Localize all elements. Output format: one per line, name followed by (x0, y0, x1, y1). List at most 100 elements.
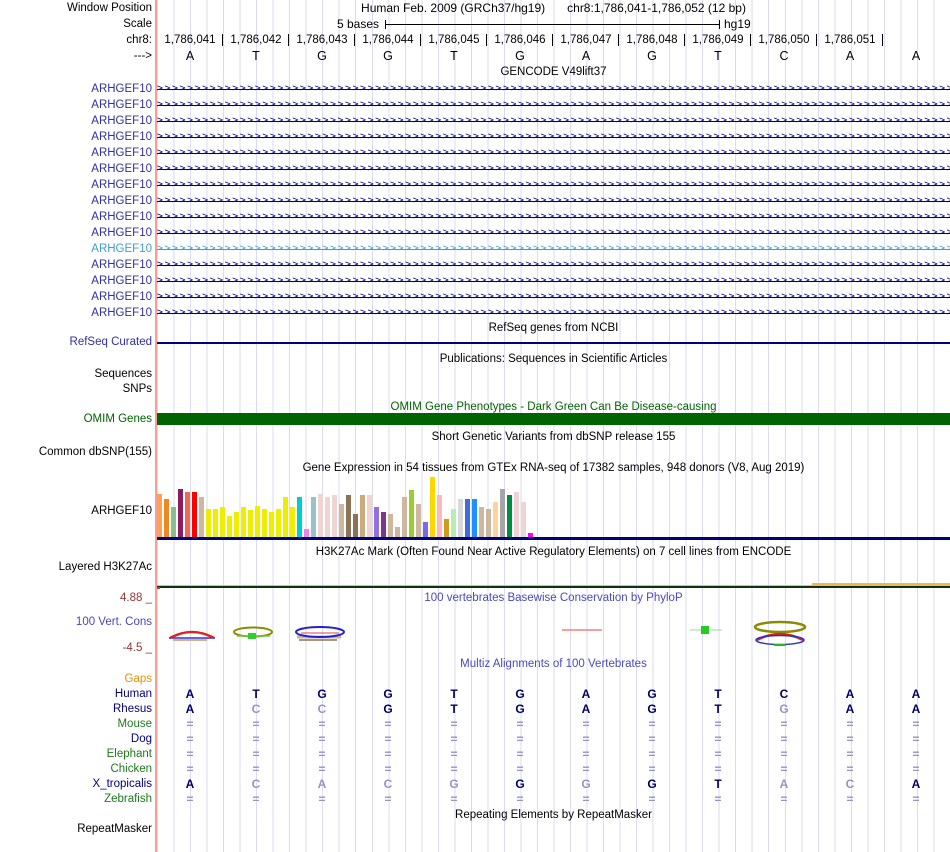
gencode-transcript-row[interactable]: ARHGEF10 >>>>>>>>>>>>>>>>>>>>>>>>>>>>>>>>… (0, 81, 950, 97)
gencode-transcript-row[interactable]: ARHGEF10 >>>>>>>>>>>>>>>>>>>>>>>>>>>>>>>>… (0, 225, 950, 241)
gtex-section-title[interactable]: Gene Expression in 54 tissues from GTEx … (302, 462, 805, 474)
gencode-transcript-row[interactable]: ARHGEF10 >>>>>>>>>>>>>>>>>>>>>>>>>>>>>>>>… (0, 129, 950, 145)
gtex-tissue-bar (318, 494, 323, 537)
snps-track-label[interactable]: SNPs (122, 383, 152, 395)
phylop-wiggle[interactable] (157, 613, 950, 655)
alignment-base: A (581, 702, 591, 716)
layered-h3k27ac-label[interactable]: Layered H3K27Ac (58, 561, 152, 573)
species-label-zebrafish[interactable]: Zebrafish (104, 793, 152, 805)
species-label-x_tropicalis[interactable]: X_tropicalis (92, 778, 152, 790)
species-label-human[interactable]: Human (114, 688, 152, 700)
refseq-curated-label[interactable]: RefSeq Curated (69, 336, 152, 348)
alignment-base: = (516, 747, 524, 761)
alignment-row-chicken[interactable]: = = = = = = = = = = = = (157, 762, 950, 777)
gtex-tissue-bar (493, 502, 498, 537)
transcript-label[interactable]: ARHGEF10 (91, 211, 152, 223)
transcript-label[interactable]: ARHGEF10 (91, 83, 152, 95)
refseq-section-title[interactable]: RefSeq genes from NCBI (488, 322, 619, 334)
scale-value: 5 bases (336, 17, 379, 31)
species-label-chicken[interactable]: Chicken (110, 763, 152, 775)
omim-gene-bar[interactable] (157, 413, 950, 425)
phylop-track-label[interactable]: 100 Vert. Cons (75, 616, 152, 628)
alignment-base: = (252, 732, 260, 746)
gencode-transcript-row[interactable]: ARHGEF10 >>>>>>>>>>>>>>>>>>>>>>>>>>>>>>>>… (0, 145, 950, 161)
gencode-transcript-row[interactable]: ARHGEF10 >>>>>>>>>>>>>>>>>>>>>>>>>>>>>>>>… (0, 161, 950, 177)
dbsnp-section-title[interactable]: Short Genetic Variants from dbSNP releas… (431, 431, 676, 443)
alignment-base: = (384, 732, 392, 746)
transcript-label[interactable]: ARHGEF10 (91, 179, 152, 191)
transcript-label[interactable]: ARHGEF10 (91, 147, 152, 159)
species-label-rhesus[interactable]: Rhesus (113, 703, 152, 715)
species-label-dog[interactable]: Dog (130, 733, 152, 745)
coordinate-ruler[interactable]: 1,786,041 1,786,042 1,786,043 1,786,044 1,78… (157, 34, 950, 47)
transcript-label[interactable]: ARHGEF10 (91, 259, 152, 271)
gtex-tissue-bar (290, 507, 295, 537)
ruler-tick (354, 34, 355, 46)
alignment-base: = (318, 747, 326, 761)
publications-section-title[interactable]: Publications: Sequences in Scientific Ar… (439, 353, 668, 365)
repeatmasker-section-title[interactable]: Repeating Elements by RepeatMasker (455, 809, 652, 821)
species-label-elephant[interactable]: Elephant (106, 748, 152, 760)
common-dbsnp-label[interactable]: Common dbSNP(155) (38, 446, 152, 458)
transcript-arrow-line: >>>>>>>>>>>>>>>>>>>>>>>>>>>>>>>>>>>>>>>>… (157, 273, 950, 289)
sequences-track-label[interactable]: Sequences (94, 368, 152, 380)
transcript-label[interactable]: ARHGEF10 (91, 243, 152, 255)
omim-section-title[interactable]: OMIM Gene Phenotypes - Dark Green Can Be… (390, 401, 717, 413)
gencode-transcript-row[interactable]: ARHGEF10 >>>>>>>>>>>>>>>>>>>>>>>>>>>>>>>>… (0, 113, 950, 129)
transcript-label[interactable]: ARHGEF10 (91, 291, 152, 303)
alignment-base: = (714, 747, 722, 761)
reference-base: A (845, 49, 855, 63)
alignment-base: A (845, 687, 855, 701)
transcript-label[interactable]: ARHGEF10 (91, 307, 152, 319)
gencode-transcript-row[interactable]: ARHGEF10 >>>>>>>>>>>>>>>>>>>>>>>>>>>>>>>>… (0, 289, 950, 305)
transcript-arrow-line: >>>>>>>>>>>>>>>>>>>>>>>>>>>>>>>>>>>>>>>>… (157, 145, 950, 161)
transcript-label[interactable]: ARHGEF10 (91, 275, 152, 287)
h3k27ac-section-title[interactable]: H3K27Ac Mark (Often Found Near Active Re… (315, 546, 792, 558)
transcript-label[interactable]: ARHGEF10 (91, 99, 152, 111)
species-label-gaps[interactable]: Gaps (124, 673, 153, 685)
gencode-transcript-row[interactable]: ARHGEF10 >>>>>>>>>>>>>>>>>>>>>>>>>>>>>>>>… (0, 193, 950, 209)
gtex-tissue-bar (206, 509, 211, 537)
transcript-label[interactable]: ARHGEF10 (91, 227, 152, 239)
chromosome-label: chr8: (126, 34, 152, 46)
gtex-tissue-bar (255, 506, 260, 537)
alignment-row-zebrafish[interactable]: = = = = = = = = = = = = (157, 792, 950, 807)
alignment-base: T (714, 702, 722, 716)
gencode-transcript-row[interactable]: ARHGEF10 >>>>>>>>>>>>>>>>>>>>>>>>>>>>>>>>… (0, 241, 950, 257)
alignment-row-elephant[interactable]: = = = = = = = = = = = = (157, 747, 950, 762)
gtex-gene-label[interactable]: ARHGEF10 (91, 505, 152, 517)
gencode-transcript-row[interactable]: ARHGEF10 >>>>>>>>>>>>>>>>>>>>>>>>>>>>>>>>… (0, 305, 950, 321)
transcript-label[interactable]: ARHGEF10 (91, 131, 152, 143)
alignment-base: G (647, 687, 657, 701)
gtex-tissue-bar (444, 519, 449, 537)
transcript-label[interactable]: ARHGEF10 (91, 163, 152, 175)
gencode-section-title[interactable]: GENCODE V49lift37 (500, 66, 607, 78)
gencode-transcript-row[interactable]: ARHGEF10 >>>>>>>>>>>>>>>>>>>>>>>>>>>>>>>>… (0, 177, 950, 193)
coordinate-cell: 1,786,047 (553, 34, 619, 47)
alignment-base: A (185, 687, 195, 701)
gencode-transcript-row[interactable]: ARHGEF10 >>>>>>>>>>>>>>>>>>>>>>>>>>>>>>>>… (0, 257, 950, 273)
alignment-row-mouse[interactable]: = = = = = = = = = = = = (157, 717, 950, 732)
gtex-bar-chart[interactable] (157, 475, 950, 537)
alignment-row-dog[interactable]: = = = = = = = = = = = = (157, 732, 950, 747)
alignment-base: = (516, 732, 524, 746)
species-label-mouse[interactable]: Mouse (117, 718, 152, 730)
repeatmasker-label[interactable]: RepeatMasker (77, 823, 152, 835)
alignment-base: = (846, 717, 854, 731)
gtex-tissue-bar (479, 507, 484, 537)
gtex-tissue-bar (374, 507, 379, 537)
transcript-label[interactable]: ARHGEF10 (91, 115, 152, 127)
phylop-section-title[interactable]: 100 vertebrates Basewise Conservation by… (424, 592, 683, 604)
omim-genes-label[interactable]: OMIM Genes (83, 413, 152, 425)
gencode-transcript-row[interactable]: ARHGEF10 >>>>>>>>>>>>>>>>>>>>>>>>>>>>>>>>… (0, 209, 950, 225)
gencode-transcript-row[interactable]: ARHGEF10 >>>>>>>>>>>>>>>>>>>>>>>>>>>>>>>>… (0, 97, 950, 113)
transcript-arrow-line: >>>>>>>>>>>>>>>>>>>>>>>>>>>>>>>>>>>>>>>>… (157, 177, 950, 193)
refseq-curated-gene-line[interactable] (157, 342, 950, 344)
transcript-label[interactable]: ARHGEF10 (91, 195, 152, 207)
multiz-section-title[interactable]: Multiz Alignments of 100 Vertebrates (460, 658, 647, 670)
gencode-transcript-row[interactable]: ARHGEF10 >>>>>>>>>>>>>>>>>>>>>>>>>>>>>>>>… (0, 273, 950, 289)
